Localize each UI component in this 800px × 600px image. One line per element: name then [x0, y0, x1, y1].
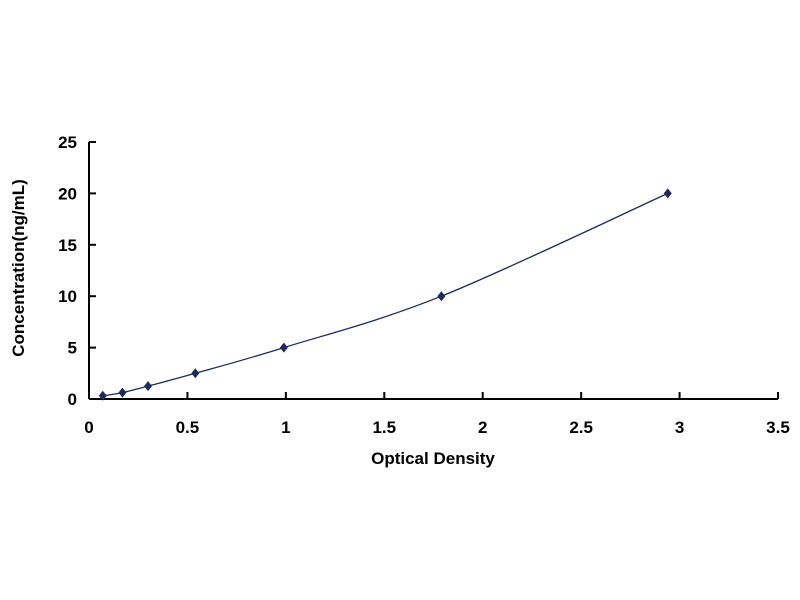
- x-tick-label: 1.5: [372, 418, 396, 437]
- y-tick-label: 25: [58, 133, 77, 152]
- x-tick-label: 1: [281, 418, 290, 437]
- y-tick-label: 10: [58, 287, 77, 306]
- data-point: [663, 188, 672, 199]
- data-point: [191, 368, 200, 379]
- y-tick-label: 0: [68, 390, 77, 409]
- x-tick-label: 3.5: [766, 418, 790, 437]
- x-tick-label: 0.5: [176, 418, 200, 437]
- x-tick-label: 2: [478, 418, 487, 437]
- x-tick-label: 3: [675, 418, 684, 437]
- data-point: [144, 381, 153, 392]
- data-point: [118, 387, 127, 398]
- y-tick-label: 20: [58, 184, 77, 203]
- y-axis-label: Concentration(ng/mL): [9, 179, 28, 357]
- series-line: [102, 192, 669, 397]
- data-point: [279, 342, 288, 353]
- data-point: [437, 291, 446, 302]
- data-point: [98, 390, 107, 401]
- x-tick-label: 2.5: [569, 418, 593, 437]
- x-tick-label: 0: [84, 418, 93, 437]
- y-tick-label: 5: [68, 339, 77, 358]
- y-tick-label: 15: [58, 236, 77, 255]
- x-axis-label: Optical Density: [371, 449, 495, 468]
